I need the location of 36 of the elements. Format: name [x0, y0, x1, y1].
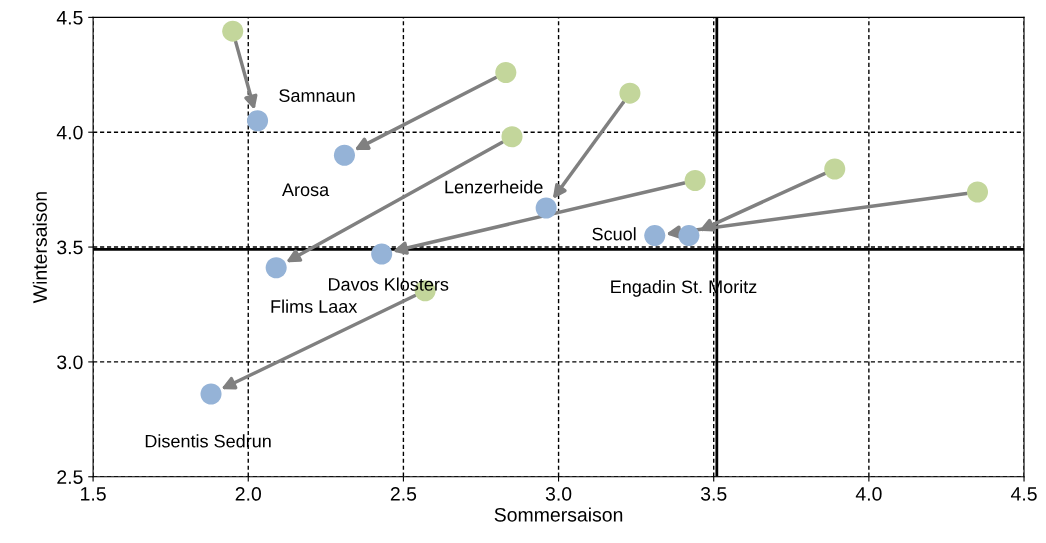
point — [495, 61, 517, 84]
point — [644, 225, 666, 247]
point — [371, 243, 393, 265]
y-tick-label: 3.0 — [57, 355, 83, 370]
point — [824, 158, 846, 180]
point — [966, 181, 989, 203]
y-tick-label: 3.5 — [57, 240, 83, 255]
point — [333, 144, 355, 166]
annotation: Davos Klosters — [329, 277, 449, 291]
y-tick-label: 4.0 — [56, 125, 83, 140]
y-tick-label: 4.5 — [56, 11, 83, 25]
y-axis-title: Wintersaison — [32, 192, 47, 304]
x-tick-label: 4.5 — [1010, 487, 1037, 501]
x-tick-label: 2.0 — [235, 486, 262, 501]
annotation: Lenzerheide — [445, 180, 543, 194]
point — [265, 257, 287, 279]
point — [684, 169, 706, 191]
annotation: Arosa — [282, 183, 330, 197]
point — [222, 20, 244, 42]
annotation: Flims Laax — [271, 299, 358, 313]
x-tick-label: 1.5 — [81, 487, 106, 501]
x-tick-label: 2.5 — [390, 486, 417, 501]
point — [678, 225, 700, 247]
point — [501, 126, 523, 148]
point — [535, 197, 557, 219]
point — [200, 383, 222, 405]
y-tick-label: 2.5 — [57, 470, 83, 484]
x-axis-title: Sommersaison — [494, 507, 623, 522]
x-tick-label: 4.0 — [855, 486, 882, 501]
point — [619, 82, 641, 104]
x-tick-label: 3.0 — [545, 486, 572, 501]
x-tick-label: 3.5 — [700, 486, 727, 501]
annotation: Scuol — [592, 227, 636, 241]
annotation: Samnaun — [279, 89, 355, 102]
annotation: Disentis Sedrun — [145, 434, 271, 448]
point — [247, 110, 269, 132]
